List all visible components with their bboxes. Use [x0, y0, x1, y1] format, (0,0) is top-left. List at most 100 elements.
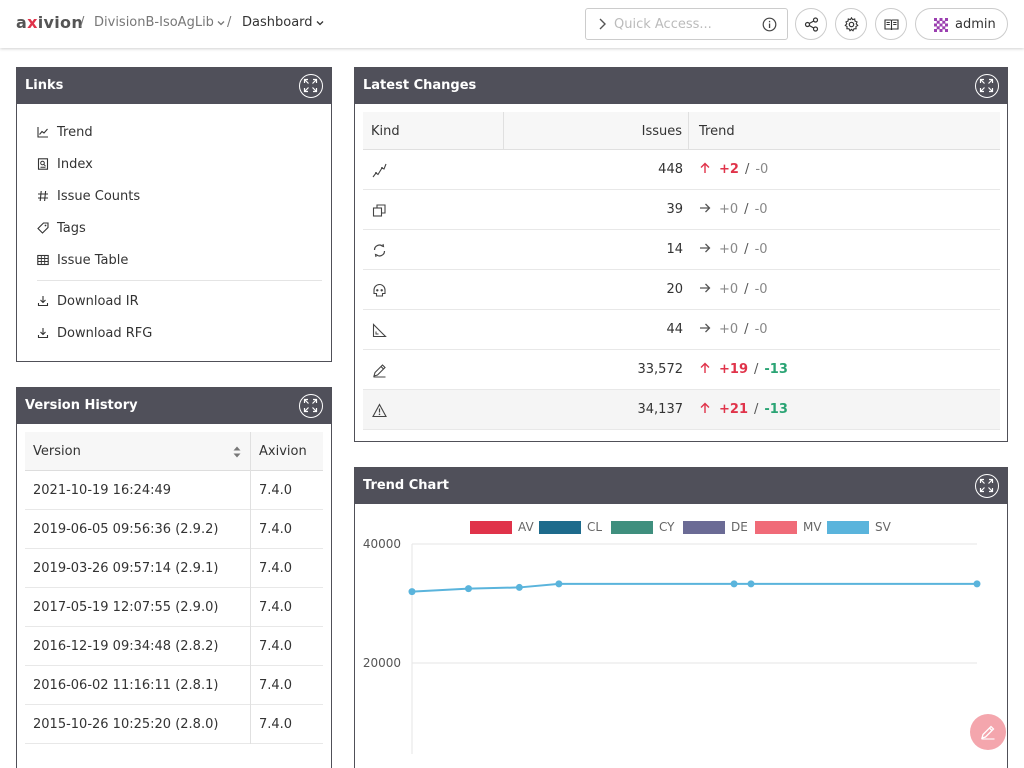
column-header-trend[interactable]: Trend	[699, 124, 735, 139]
trend-chart-header: Trend Chart	[355, 468, 1007, 504]
arrow-up-icon	[700, 362, 710, 373]
link-label: Download IR	[57, 293, 139, 309]
trend-separator: /	[744, 242, 749, 257]
axivion-logo[interactable]: axivion	[16, 13, 83, 32]
version-cell: 2019-06-05 09:56:36 (2.9.2)	[33, 522, 219, 537]
column-header-kind[interactable]: Kind	[371, 124, 400, 139]
arrow-right-icon	[700, 203, 711, 213]
link-download-rfg[interactable]: Download RFG	[37, 317, 331, 349]
data-point	[408, 588, 416, 596]
table-row[interactable]: 2015-10-26 10:25:20 (2.8.0) 7.4.0	[25, 705, 323, 744]
link-label: Issue Table	[57, 252, 129, 268]
data-point	[555, 580, 563, 588]
user-menu-button[interactable]: admin	[915, 8, 1008, 40]
table-row[interactable]: 2019-06-05 09:56:36 (2.9.2) 7.4.0	[25, 510, 323, 549]
trend-separator: /	[744, 322, 749, 337]
arrow-right-icon	[700, 243, 711, 253]
link-index[interactable]: Index	[37, 148, 331, 180]
column-header-version[interactable]: Version	[33, 444, 81, 459]
added-count: +19	[719, 362, 748, 377]
trend-cell: +0 / -0	[699, 242, 768, 257]
expand-button[interactable]	[299, 394, 323, 418]
link-trend[interactable]: Trend	[37, 116, 331, 148]
cycle-icon	[373, 243, 386, 258]
removed-count: -0	[754, 282, 768, 297]
documentation-button[interactable]	[875, 8, 907, 40]
table-row[interactable]: 2016-06-02 11:16:11 (2.8.1) 7.4.0	[25, 666, 323, 705]
table-row[interactable]: 20 +0 / -0	[363, 270, 1000, 310]
quick-access-box	[585, 8, 788, 40]
legend-label: CY	[659, 520, 675, 534]
line-chart-icon	[37, 127, 48, 138]
pencil-icon	[981, 725, 995, 740]
link-tags[interactable]: Tags	[37, 212, 331, 244]
table-row[interactable]: 44 +0 / -0	[363, 310, 1000, 350]
table-row[interactable]: 39 +0 / -0	[363, 190, 1000, 230]
logo-text-x: x	[27, 13, 38, 32]
legend-swatch	[470, 521, 512, 534]
table-row[interactable]: 34,137 +21 / -13	[363, 390, 1000, 430]
column-divider	[250, 705, 251, 744]
expand-button[interactable]	[299, 74, 323, 98]
legend-label: DE	[731, 520, 748, 534]
table-row[interactable]: 2016-12-19 09:34:48 (2.8.2) 7.4.0	[25, 627, 323, 666]
table-row[interactable]: 2017-05-19 12:07:55 (2.9.0) 7.4.0	[25, 588, 323, 627]
trend-cell: +21 / -13	[699, 402, 788, 417]
expand-button[interactable]	[975, 474, 999, 498]
removed-count: -13	[764, 362, 788, 377]
table-row[interactable]: 14 +0 / -0	[363, 230, 1000, 270]
breadcrumb-dashboard[interactable]: Dashboard	[242, 15, 325, 30]
info-icon[interactable]	[762, 17, 777, 32]
link-issue-counts[interactable]: Issue Counts	[37, 180, 331, 212]
user-avatar-icon	[934, 18, 948, 32]
added-count: +0	[719, 282, 739, 297]
table-row[interactable]: 2021-10-19 16:24:49 7.4.0	[25, 471, 323, 510]
issues-count: 448	[658, 162, 683, 177]
sort-icon[interactable]	[232, 445, 242, 459]
removed-count: -0	[754, 202, 768, 217]
link-issue-table[interactable]: Issue Table	[37, 244, 331, 276]
dead-code-icon	[373, 284, 386, 297]
download-icon	[37, 296, 49, 307]
expand-button[interactable]	[975, 74, 999, 98]
link-download-ir[interactable]: Download IR	[37, 285, 331, 317]
issues-count: 20	[666, 282, 683, 297]
column-divider	[250, 666, 251, 705]
expand-icon	[303, 398, 318, 413]
breadcrumb-dashboard-label: Dashboard	[242, 15, 313, 30]
data-point	[515, 583, 523, 591]
legend-swatch	[827, 521, 869, 534]
arrow-right-icon	[700, 283, 711, 293]
legend-swatch	[611, 521, 653, 534]
latest-changes-panel: Latest Changes Kind Issues Trend 448 +2 /…	[354, 67, 1008, 442]
data-point	[747, 580, 755, 588]
links-panel-header: Links	[17, 68, 331, 104]
version-cell: 2021-10-19 16:24:49	[33, 483, 172, 498]
axivion-cell: 7.4.0	[259, 678, 293, 693]
expand-icon	[979, 478, 994, 493]
axivion-cell: 7.4.0	[259, 600, 293, 615]
latest-changes-header: Latest Changes	[355, 68, 1007, 104]
share-button[interactable]	[795, 8, 827, 40]
data-point	[465, 585, 472, 593]
table-row[interactable]: 33,572 +19 / -13	[363, 350, 1000, 390]
panel-title: Trend Chart	[363, 478, 449, 493]
edit-dashboard-button[interactable]	[970, 714, 1006, 750]
trend-cell: +2 / -0	[699, 162, 768, 177]
breadcrumb-project[interactable]: DivisionB-IsoAgLib	[94, 15, 226, 30]
column-header-issues[interactable]: Issues	[503, 112, 689, 150]
quick-access-input[interactable]	[614, 15, 754, 33]
column-header-axivion[interactable]: Axivion	[259, 444, 307, 459]
chevron-down-icon	[316, 20, 323, 25]
issues-count: 14	[666, 242, 683, 257]
legend-label: MV	[803, 520, 822, 534]
table-row[interactable]: 2019-03-26 09:57:14 (2.9.1) 7.4.0	[25, 549, 323, 588]
trend-separator: /	[744, 162, 750, 177]
book-icon	[884, 19, 899, 31]
arrow-right-icon	[700, 323, 711, 333]
table-row[interactable]: 448 +2 / -0	[363, 150, 1000, 190]
breadcrumb-project-label: DivisionB-IsoAgLib	[94, 15, 214, 30]
settings-button[interactable]	[835, 8, 867, 40]
trend-cell: +0 / -0	[699, 322, 768, 337]
metric-icon	[372, 323, 387, 338]
